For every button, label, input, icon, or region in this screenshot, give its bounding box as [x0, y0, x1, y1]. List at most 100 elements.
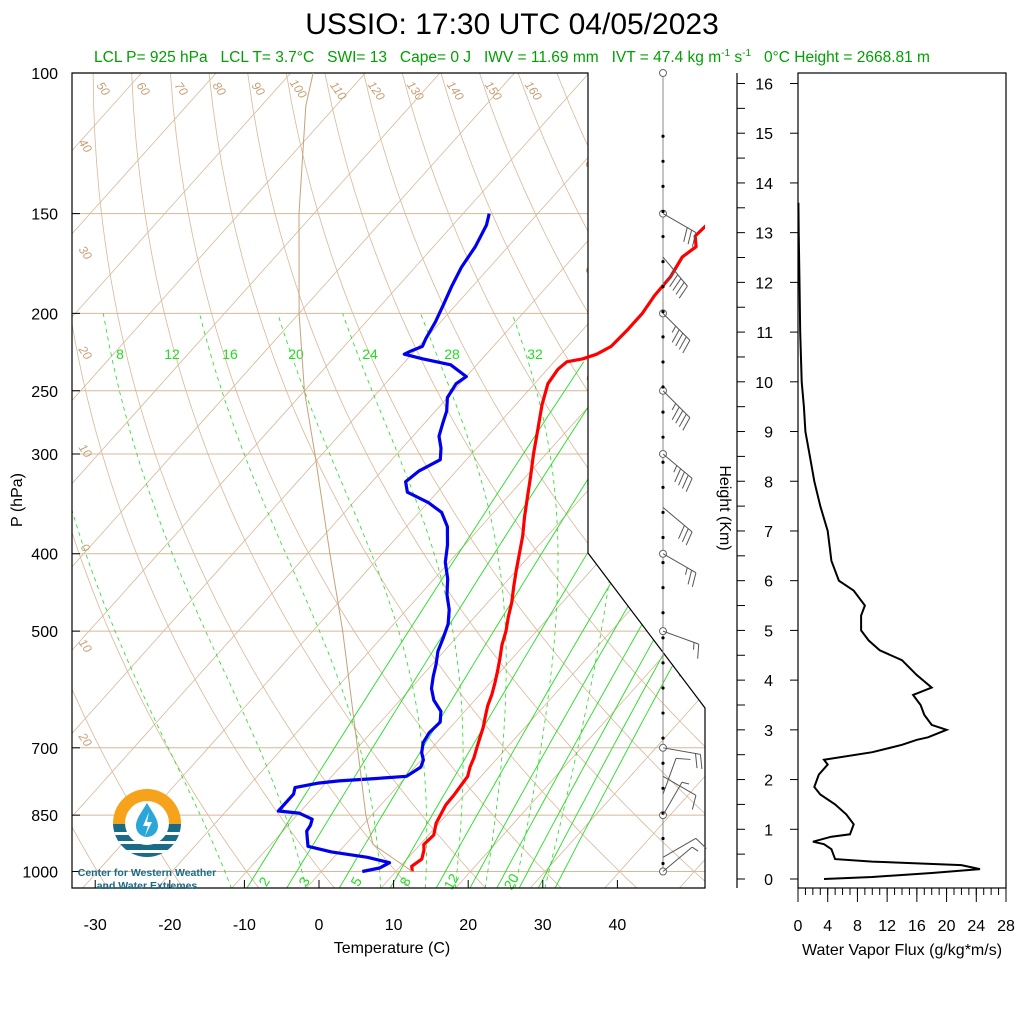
wind-barb-flag	[687, 570, 693, 585]
wind-barb-flag	[672, 278, 682, 291]
dry-adiabat-label: 10	[76, 636, 95, 655]
wind-level-dot	[661, 310, 665, 314]
wind-level-dot	[661, 385, 665, 389]
wind-barb-flag	[691, 232, 697, 247]
flux-x-tick-label: 4	[823, 918, 832, 935]
y-tick-label: 1000	[22, 865, 58, 882]
dry-adiabat-10	[92, 73, 411, 888]
flux-y-tick-label: 12	[755, 275, 773, 292]
wind-barb-flag	[697, 644, 700, 659]
isotherm--80	[72, 73, 441, 485]
moist-adiabat-10	[199, 313, 382, 888]
wind-barb-flag	[695, 753, 698, 769]
wind-barb-staff	[662, 846, 693, 872]
flux-y-tick-label: 1	[764, 822, 773, 839]
dry-adiabat-label: 120	[365, 78, 388, 103]
mixing-ratio-label: 32	[527, 346, 543, 362]
y-tick-label: 300	[31, 447, 58, 464]
wind-barb-flag	[691, 572, 697, 587]
dry-adiabat-label: 80	[210, 79, 229, 98]
wind-level-dot	[661, 360, 665, 364]
wind-level-dot	[661, 134, 665, 138]
wind-barb-staff	[662, 630, 699, 645]
y-tick-label: 700	[31, 741, 58, 758]
wind-barb	[662, 313, 691, 354]
wind-barb	[662, 453, 693, 492]
isotherm-30	[529, 692, 705, 888]
dry-adiabat-60	[285, 73, 705, 815]
wind-barb-half	[671, 403, 677, 411]
dry-adiabat--20	[72, 688, 184, 888]
wind-barb	[662, 775, 697, 810]
wind-barb-flag	[671, 329, 680, 343]
wind-barb-half	[692, 642, 695, 650]
flux-x-tick-label: 28	[997, 918, 1015, 935]
y-tick-label: 200	[31, 306, 58, 323]
dry-adiabat--30	[72, 826, 108, 888]
cape: Cape= 0 J	[399, 49, 472, 67]
mixing-ratio-label: 28	[444, 346, 460, 362]
flux-y-tick-label: 6	[764, 574, 773, 591]
wind-level-dot	[661, 209, 665, 214]
dry-adiabat--10	[72, 531, 260, 888]
wind-barb-flag	[674, 468, 682, 483]
y-tick-label: 250	[31, 384, 58, 401]
mixing-ratio-label: 5	[347, 874, 365, 889]
wind-level-dot	[661, 260, 665, 264]
x-tick-label: -10	[233, 917, 256, 934]
flux-y-tick-label: 7	[764, 524, 773, 541]
zero-c-height: 0°C Height = 2668.81 m	[763, 49, 930, 67]
flux-y-tick-label: 11	[756, 325, 773, 342]
parcel-profile	[298, 73, 413, 872]
mixing-ratio-label: 12	[440, 871, 462, 893]
wind-barb-flag	[699, 754, 703, 769]
dry-adiabat-label: 140	[444, 78, 467, 103]
flux-y-tick-label: 14	[755, 176, 773, 193]
wind-level-dot	[661, 636, 665, 640]
dry-adiabat-label: 10	[76, 441, 95, 460]
wind-barb-half	[671, 325, 677, 333]
wind-barb-flag	[678, 285, 688, 299]
isotherm--90	[72, 73, 366, 401]
wind-barb-staff	[662, 453, 693, 479]
wind-barb-flag	[691, 795, 697, 810]
water-vapor-flux-line	[797, 202, 981, 880]
isotherm-0	[305, 442, 705, 888]
wind-barb-flag	[695, 837, 707, 849]
wind-level-dot	[661, 535, 665, 540]
wind-barb-staff	[662, 758, 677, 795]
isotherm-40	[604, 775, 705, 888]
flux-y-tick-label: 2	[764, 773, 773, 790]
wind-barb-flag	[669, 274, 679, 287]
y-tick-label: 850	[31, 808, 58, 825]
isotherm-60	[754, 73, 1024, 888]
wind-barb-half	[681, 781, 690, 785]
wind-level-dot	[661, 686, 665, 690]
wind-barb-flag	[671, 406, 680, 420]
flux-x-tick-label: 12	[878, 918, 896, 935]
wind-barb-staff	[662, 837, 697, 858]
skewt-profiles	[276, 73, 705, 874]
wind-level-dot	[661, 836, 665, 841]
wind-barb-staff	[662, 507, 693, 533]
flux-y-tick-label: 5	[764, 623, 773, 640]
flux-y-tick-label: 15	[755, 126, 773, 143]
dry-adiabat-label: 40	[76, 136, 95, 155]
wind-barb-flag	[683, 227, 688, 242]
wind-barb-half	[673, 465, 678, 473]
flux-y-axis-title: Height (Km)	[716, 465, 733, 550]
flux-y-tick-label: 4	[764, 673, 773, 690]
wind-barb	[662, 837, 707, 858]
wind-barb	[662, 213, 697, 247]
wind-level-dot	[661, 586, 665, 590]
wind-barb-flag	[675, 282, 685, 295]
wind-level-dot	[661, 184, 665, 188]
dry-adiabat-90	[401, 73, 705, 615]
wind-barb-half	[684, 567, 688, 575]
wind-barb-flag	[687, 229, 693, 245]
flux-y-tick-label: 3	[764, 723, 773, 740]
wind-barb	[662, 390, 691, 431]
wind-barb	[662, 507, 693, 546]
